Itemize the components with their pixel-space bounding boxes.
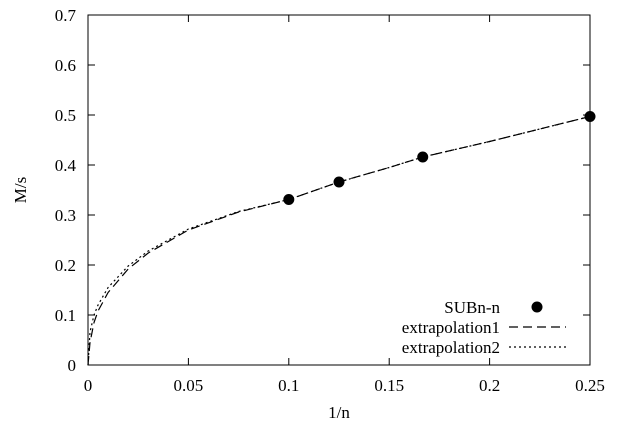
x-tick-label: 0.25 (575, 376, 605, 395)
x-tick-label: 0.2 (479, 376, 500, 395)
x-tick-label: 0.05 (174, 376, 204, 395)
x-tick-label: 0.15 (374, 376, 404, 395)
series-line-extrapolation2 (87, 115, 591, 366)
y-axis-title: M/s (11, 177, 30, 203)
y-tick-label: 0.5 (55, 106, 76, 125)
y-tick-label: 0.3 (55, 206, 76, 225)
y-tick-label: 0.2 (55, 256, 76, 275)
y-tick-label: 0.1 (55, 306, 76, 325)
x-axis-title: 1/n (328, 403, 350, 422)
x-tick-label: 0.1 (278, 376, 299, 395)
y-tick-label: 0.7 (55, 6, 77, 25)
y-tick-label: 0.6 (55, 56, 76, 75)
legend: SUBn-n extrapolation1 extrapolation2 (402, 298, 566, 357)
legend-label-subn-n: SUBn-n (444, 298, 500, 317)
series-layer (87, 111, 596, 366)
legend-marker-points (531, 301, 543, 313)
x-tick-label: 0 (84, 376, 93, 395)
plot-frame (87, 14, 591, 366)
y-tick-label: 0 (68, 356, 77, 375)
ticks-layer: 0 0.05 0.1 0.15 0.2 0.25 0 0.1 0.2 0.3 0.4 0.5 0.6 0.… (55, 6, 605, 395)
legend-label-extrapolation1: extrapolation1 (402, 318, 500, 337)
y-tick-label: 0.4 (55, 156, 77, 175)
series-line-extrapolation1 (87, 115, 591, 366)
legend-label-extrapolation2: extrapolation2 (402, 338, 500, 357)
